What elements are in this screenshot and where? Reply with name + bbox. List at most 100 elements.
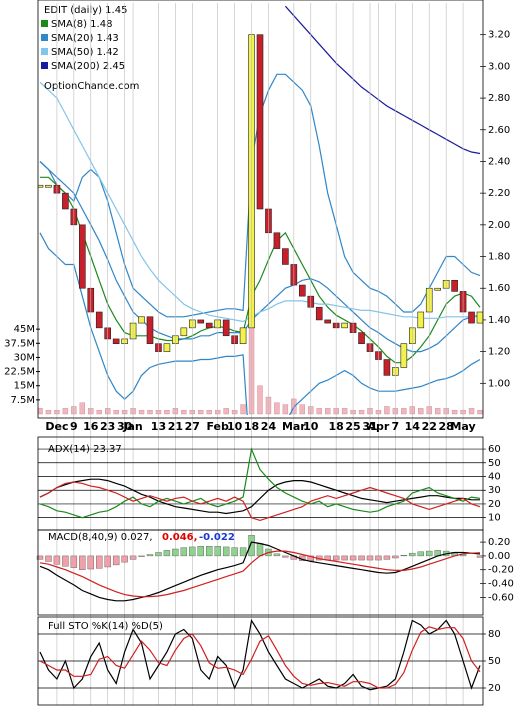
sma-line — [284, 5, 481, 155]
volume-bar — [164, 410, 170, 415]
x-tick-label: 13 — [151, 420, 166, 433]
volume-bar — [45, 410, 52, 415]
volume-bar — [257, 385, 263, 415]
signal-label: 0.046, — [162, 532, 197, 543]
candle — [38, 184, 44, 188]
x-tick-label: 10 — [303, 420, 319, 433]
x-tick-label: 7 — [392, 420, 400, 433]
chart-title: EDIT (daily) 1.45 — [44, 5, 127, 16]
candle — [451, 280, 458, 292]
indicator-line — [39, 626, 481, 689]
indicator-line — [39, 446, 481, 519]
indicator-line — [39, 550, 481, 598]
histogram-bar — [307, 555, 314, 561]
y-tick-label: 1.00 — [488, 378, 510, 389]
panel-frame — [37, 616, 484, 706]
y-tick-label: 1.80 — [488, 252, 510, 263]
histogram-bar — [358, 555, 365, 561]
histogram-bar — [79, 555, 86, 570]
histogram-bar — [197, 546, 204, 557]
candle — [315, 306, 323, 321]
histogram-bar — [349, 555, 357, 561]
volume-bar — [401, 408, 407, 415]
x-tick-label: 27 — [185, 420, 200, 433]
y-tick-label: 20 — [488, 683, 501, 694]
y-tick-label: -0.20 — [488, 565, 514, 576]
histogram-bar — [104, 555, 111, 568]
x-tick-label: 16 — [83, 420, 99, 433]
x-tick-label: 23 — [100, 420, 115, 433]
volume-bar — [206, 410, 212, 415]
y-tick-label: 50 — [488, 656, 501, 667]
y-tick-label: 2.60 — [488, 125, 510, 136]
y-tick-label: 0.00 — [488, 551, 510, 562]
x-tick-label: 18 — [328, 420, 343, 433]
candle — [299, 284, 306, 297]
x-tick-label: 9 — [70, 420, 78, 433]
volume-tick-label: 37.5M — [4, 338, 35, 349]
histogram-bar — [426, 550, 433, 557]
x-tick-label: Jan — [122, 420, 142, 433]
volume-bar — [434, 408, 441, 415]
histogram-bar — [239, 547, 247, 557]
histogram-bar — [96, 555, 103, 569]
volume-bar — [274, 402, 280, 415]
volume-bar — [62, 408, 69, 415]
volume-bar — [299, 404, 306, 415]
x-tick-label: 18 — [244, 420, 259, 433]
y-tick-label: 50 — [488, 458, 501, 469]
histogram-bar — [206, 546, 213, 557]
candle — [273, 232, 281, 249]
volume-tick-label: 22.5M — [4, 367, 35, 378]
histogram-bar — [222, 546, 230, 557]
histogram-bar — [341, 555, 348, 561]
histogram-bar — [180, 547, 188, 557]
histogram-bar — [87, 555, 94, 570]
histogram-bar — [172, 548, 179, 557]
volume-tick-label: 30M — [14, 352, 35, 363]
candle — [197, 319, 205, 324]
histogram-bar — [273, 553, 281, 557]
candle — [205, 322, 213, 329]
histogram-bar — [53, 555, 61, 565]
candle — [79, 224, 86, 289]
histogram-bar — [45, 555, 52, 562]
legend-label: SMA(200) 2.45 — [51, 61, 125, 72]
volume-bar — [181, 410, 187, 415]
y-tick-label: 2.20 — [488, 188, 510, 199]
indicator-line — [39, 541, 481, 602]
candle — [62, 192, 69, 210]
candle — [138, 316, 145, 324]
histogram-bar — [70, 555, 78, 568]
candle — [282, 248, 289, 265]
x-tick-label: 10 — [227, 420, 243, 433]
indicator-line — [39, 481, 481, 522]
y-tick-label: 3.20 — [488, 30, 510, 41]
candle — [434, 287, 441, 291]
x-tick-label: Mar — [282, 420, 306, 433]
x-tick-label: Feb — [206, 420, 229, 433]
candle — [163, 343, 171, 352]
volume-bar — [468, 408, 475, 415]
histogram-bar — [459, 554, 467, 557]
y-tick-label: 30 — [488, 485, 501, 496]
x-tick-label: 28 — [438, 420, 453, 433]
volume-bar — [198, 410, 204, 415]
panel-frame — [37, 529, 484, 616]
watermark: OptionChance.com — [44, 81, 139, 92]
bollinger-lower — [39, 232, 481, 415]
histogram-bar — [155, 552, 162, 557]
x-tick-label: Apr — [368, 420, 390, 433]
panel-title: Full STO %K(14) %D(5) — [48, 621, 163, 632]
volume-bar — [282, 404, 289, 415]
histogram-bar — [256, 543, 264, 557]
y-tick-label: 40 — [488, 471, 501, 482]
volume-bar — [96, 410, 102, 415]
x-tick-label: 21 — [168, 420, 183, 433]
legend-label: SMA(50) 1.42 — [51, 47, 119, 58]
volume-bar — [38, 408, 43, 415]
histogram-bar — [476, 555, 484, 558]
x-tick-label: 22 — [422, 420, 437, 433]
histogram-bar — [36, 555, 44, 560]
